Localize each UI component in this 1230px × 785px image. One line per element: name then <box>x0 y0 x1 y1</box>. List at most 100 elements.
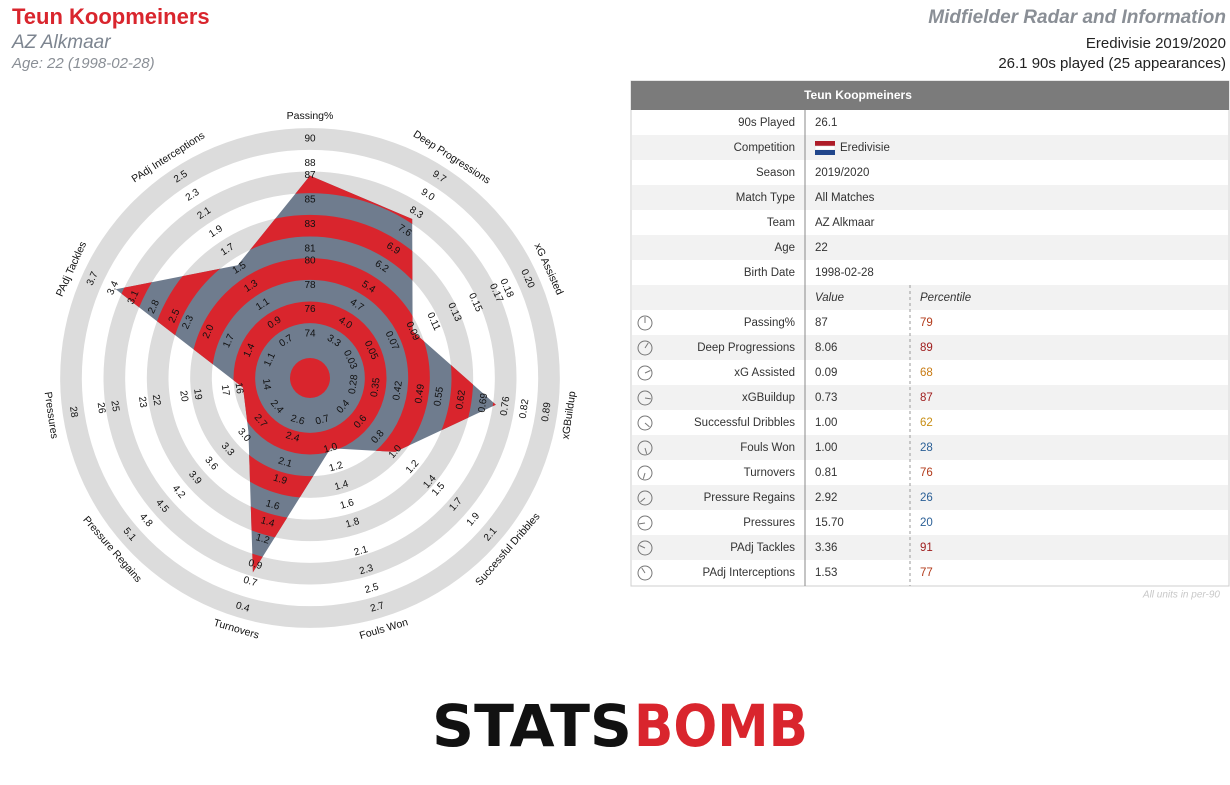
tick-label: 0.7 <box>314 413 331 428</box>
tick-label: 0.76 <box>499 395 513 416</box>
axis-label: Pressures <box>42 391 61 439</box>
stat-value: 8.06 <box>815 342 837 354</box>
info-label: Birth Date <box>744 267 795 279</box>
stat-percentile: 77 <box>920 567 933 579</box>
column-header: Percentile <box>920 292 971 304</box>
row-shade <box>632 535 1228 560</box>
tick-label: 0.7 <box>242 575 259 590</box>
tick-label: 14 <box>260 378 273 391</box>
row-shade <box>632 285 1228 310</box>
stat-label: Fouls Won <box>740 442 795 454</box>
player-age: Age: 22 (1998-02-28) <box>11 55 155 72</box>
row-shade <box>632 485 1228 510</box>
tick-label: 26 <box>95 402 108 415</box>
stat-label: Successful Dribbles <box>694 417 795 429</box>
tick-label: 0.42 <box>391 380 405 401</box>
tick-label: 1.0 <box>322 441 339 456</box>
tick-label: 0.4 <box>234 600 251 615</box>
stat-percentile: 91 <box>920 542 933 554</box>
info-value: Eredivisie <box>840 142 890 154</box>
tick-label: 1.4 <box>333 478 350 493</box>
tick-label: 1.4 <box>242 341 258 359</box>
tick-label: 2.4 <box>284 430 301 445</box>
logo-right: BOMB <box>634 692 808 760</box>
info-label: Match Type <box>736 192 795 204</box>
tick-label: 22 <box>150 394 163 407</box>
tick-label: 88 <box>304 158 316 169</box>
stat-icon-hand <box>644 342 649 349</box>
units-note: All units in per-90 <box>1142 590 1221 601</box>
tick-label: 1.7 <box>221 332 237 350</box>
stat-value: 15.70 <box>815 517 844 529</box>
logo-left: STATS <box>432 692 632 760</box>
tick-label: 20 <box>177 390 190 403</box>
info-value: 22 <box>815 242 828 254</box>
tick-label: 81 <box>304 243 316 254</box>
tick-label: 0.62 <box>454 389 468 410</box>
stat-label: Passing% <box>744 317 795 329</box>
stat-percentile: 28 <box>920 442 933 454</box>
stat-value: 0.81 <box>815 467 837 479</box>
stat-icon-hand <box>644 422 650 428</box>
tick-label: 2.0 <box>201 323 217 341</box>
stat-icon-hand <box>644 370 651 374</box>
competition: Eredivisie 2019/2020 <box>1086 35 1226 52</box>
tick-label: 0.9 <box>247 558 264 573</box>
tick-label: 76 <box>304 304 316 315</box>
stat-icon-hand <box>642 472 646 479</box>
tick-label: 0.89 <box>540 401 554 422</box>
tick-label: 2.3 <box>358 563 375 578</box>
stat-icon <box>637 540 653 556</box>
tick-label: 3.6 <box>202 455 220 473</box>
stat-percentile: 26 <box>920 492 933 504</box>
stat-icon <box>637 415 653 431</box>
stat-value: 0.09 <box>815 367 837 379</box>
tick-label: 1.9 <box>465 510 483 528</box>
tick-label: 1.9 <box>272 473 289 488</box>
tick-label: 0.82 <box>518 398 532 419</box>
stat-percentile: 68 <box>920 367 933 379</box>
stat-icon <box>637 565 653 581</box>
tick-label: 4.2 <box>170 483 188 501</box>
stat-percentile: 76 <box>920 467 933 479</box>
tick-label: 16 <box>233 382 246 395</box>
page-title: Midfielder Radar and Information <box>928 7 1226 28</box>
tick-label: 74 <box>304 329 316 340</box>
stat-label: xG Assisted <box>734 367 795 379</box>
stat-percentile: 62 <box>920 417 933 429</box>
stat-icon <box>637 440 653 456</box>
stat-percentile: 87 <box>920 392 933 404</box>
axis-label: Passing% <box>287 110 334 122</box>
team-name: AZ Alkmaar <box>11 32 111 53</box>
tick-label: 80 <box>304 256 316 267</box>
stat-value: 2.92 <box>815 492 837 504</box>
stat-icon-hand <box>644 447 648 454</box>
stat-icon <box>637 390 653 406</box>
stat-label: Pressure Regains <box>704 492 796 504</box>
row-shade <box>632 235 1228 260</box>
info-label: Team <box>767 217 795 229</box>
info-value: AZ Alkmaar <box>815 217 875 229</box>
info-table: Teun Koopmeiners 90s Played 26.1 Competiti… <box>630 80 1230 587</box>
tick-label: 2.1 <box>277 456 294 471</box>
info-label: Season <box>756 167 795 179</box>
stat-value: 1.53 <box>815 567 837 579</box>
stat-value: 87 <box>815 317 828 329</box>
stat-value: 3.36 <box>815 542 837 554</box>
stat-label: PAdj Tackles <box>730 542 795 554</box>
stat-icon <box>637 365 653 381</box>
stat-icon-hand <box>639 522 646 525</box>
tick-label: 1.8 <box>344 516 361 531</box>
info-value: All Matches <box>815 192 875 204</box>
axis-label: xGBuildup <box>560 390 579 440</box>
stat-icon-hand <box>639 545 646 549</box>
row-shade <box>632 135 1228 160</box>
tick-label: 83 <box>304 219 316 230</box>
tick-label: 1.1 <box>262 351 278 369</box>
tick-label: 2.5 <box>364 581 381 596</box>
tick-label: 2.3 <box>184 187 202 204</box>
tick-label: 23 <box>136 396 149 409</box>
tick-label: 87 <box>304 170 316 181</box>
